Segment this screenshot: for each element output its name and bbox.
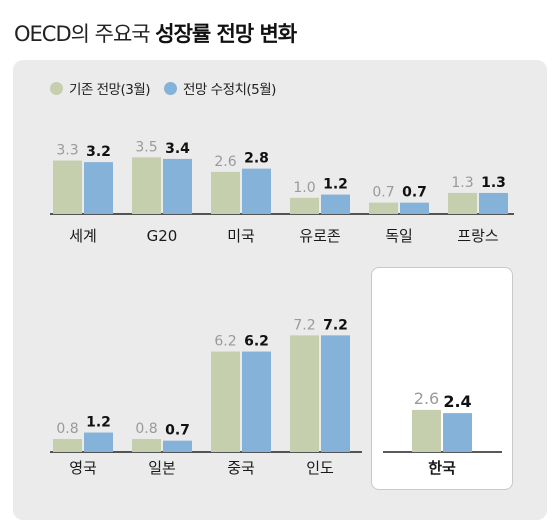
category-label-세계: 세계 bbox=[69, 227, 97, 245]
value-label-original-g20: 3.5 bbox=[135, 139, 157, 155]
value-label-original-한국: 2.6 bbox=[414, 389, 439, 408]
legend-item-original: 기존 전망(3월) bbox=[50, 78, 151, 98]
bar-revised-한국 bbox=[443, 413, 472, 452]
value-label-revised-g20: 3.4 bbox=[165, 141, 190, 157]
bar-revised-독일 bbox=[400, 202, 429, 214]
legend: 기존 전망(3월) 전망 수정치(5월) bbox=[50, 78, 282, 98]
category-label-g20: G20 bbox=[147, 227, 178, 245]
bar-original-프랑스 bbox=[448, 192, 477, 214]
category-label-독일: 독일 bbox=[385, 227, 413, 245]
value-label-original-영국: 0.8 bbox=[56, 421, 78, 437]
value-label-revised-프랑스: 1.3 bbox=[481, 175, 506, 191]
bar-revised-미국 bbox=[242, 168, 271, 214]
title-bold: 성장률 전망 변화 bbox=[155, 22, 297, 46]
bar-revised-세계 bbox=[84, 162, 113, 214]
value-label-revised-일본: 0.7 bbox=[165, 423, 190, 439]
bar-original-g20 bbox=[132, 157, 161, 214]
value-label-revised-독일: 0.7 bbox=[402, 185, 427, 201]
value-label-revised-영국: 1.2 bbox=[86, 415, 111, 431]
value-label-original-유로존: 1.0 bbox=[293, 180, 315, 196]
category-label-영국: 영국 bbox=[69, 459, 97, 477]
value-label-revised-인도: 7.2 bbox=[323, 317, 348, 333]
legend-swatch-original bbox=[50, 81, 63, 95]
bar-revised-인도 bbox=[321, 335, 350, 452]
category-label-일본: 일본 bbox=[148, 459, 176, 477]
korea-highlight-box bbox=[371, 267, 513, 490]
bar-original-유로존 bbox=[290, 197, 319, 214]
bar-revised-중국 bbox=[242, 351, 271, 452]
value-label-original-프랑스: 1.3 bbox=[451, 175, 473, 191]
category-label-프랑스: 프랑스 bbox=[457, 227, 499, 245]
bar-original-독일 bbox=[369, 202, 398, 214]
legend-item-revised: 전망 수정치(5월) bbox=[164, 78, 276, 98]
category-label-유로존: 유로존 bbox=[299, 227, 341, 245]
bar-revised-일본 bbox=[163, 440, 192, 452]
legend-label-original: 기존 전망(3월) bbox=[69, 82, 151, 98]
value-label-revised-한국: 2.4 bbox=[443, 392, 471, 411]
category-label-한국: 한국 bbox=[428, 459, 456, 477]
bar-original-세계 bbox=[53, 160, 82, 214]
value-label-original-인도: 7.2 bbox=[293, 317, 315, 333]
bar-revised-g20 bbox=[163, 158, 192, 214]
category-label-미국: 미국 bbox=[227, 227, 255, 245]
legend-label-revised: 전망 수정치(5월) bbox=[183, 82, 276, 98]
bar-original-인도 bbox=[290, 335, 319, 452]
bar-original-영국 bbox=[53, 439, 82, 452]
value-label-revised-미국: 2.8 bbox=[244, 151, 269, 167]
value-label-original-일본: 0.8 bbox=[135, 421, 157, 437]
value-label-revised-유로존: 1.2 bbox=[323, 177, 348, 193]
bar-original-일본 bbox=[132, 439, 161, 452]
value-label-revised-중국: 6.2 bbox=[244, 334, 269, 350]
bar-original-중국 bbox=[211, 351, 240, 452]
value-label-original-독일: 0.7 bbox=[372, 185, 394, 201]
bar-revised-유로존 bbox=[321, 194, 350, 214]
bar-original-한국 bbox=[412, 409, 441, 452]
value-label-original-세계: 3.3 bbox=[56, 143, 78, 159]
value-label-revised-세계: 3.2 bbox=[86, 144, 111, 160]
value-label-original-미국: 2.6 bbox=[214, 154, 236, 170]
category-label-인도: 인도 bbox=[306, 459, 334, 477]
bar-revised-영국 bbox=[84, 432, 113, 452]
title-plain: OECD의 주요국 bbox=[14, 22, 151, 46]
chart-title: OECD의 주요국 성장률 전망 변화 bbox=[14, 18, 297, 48]
bar-original-미국 bbox=[211, 171, 240, 214]
category-label-중국: 중국 bbox=[227, 459, 255, 477]
value-label-original-중국: 6.2 bbox=[214, 334, 236, 350]
legend-swatch-revised bbox=[164, 81, 178, 95]
bar-revised-프랑스 bbox=[479, 192, 508, 214]
